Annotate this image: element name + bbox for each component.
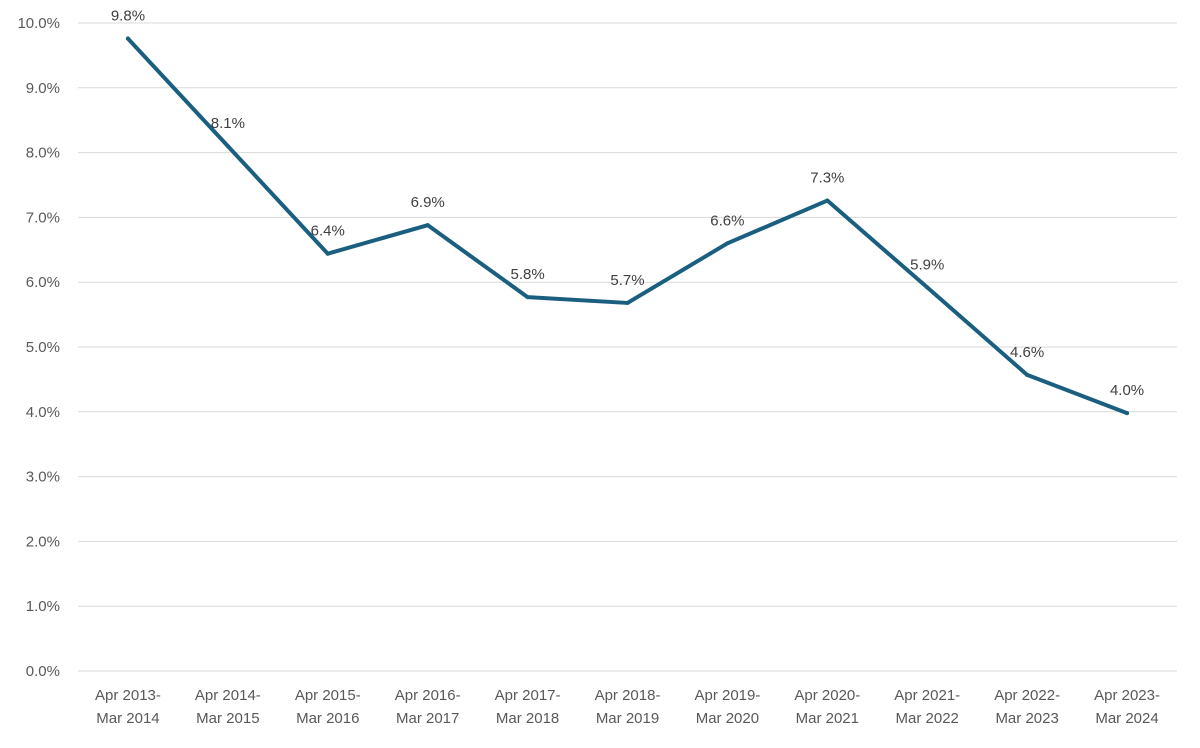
data-label: 6.9% — [411, 194, 445, 211]
data-point — [125, 36, 130, 41]
x-category-label: Apr 2023-Mar 2024 — [1094, 687, 1160, 727]
data-point — [525, 295, 530, 300]
data-point — [1025, 372, 1030, 377]
series-layer — [125, 36, 1130, 416]
x-category-label: Apr 2020-Mar 2021 — [794, 687, 860, 727]
x-category-label: Apr 2015-Mar 2016 — [295, 687, 361, 727]
data-point — [825, 198, 830, 203]
x-category-label: Apr 2018-Mar 2019 — [595, 687, 661, 727]
x-category-label: Apr 2016-Mar 2017 — [395, 687, 461, 727]
y-tick-label: 3.0% — [26, 469, 60, 486]
data-point — [625, 300, 630, 305]
x-category-label: Apr 2013-Mar 2014 — [95, 687, 161, 727]
data-label: 5.8% — [510, 266, 544, 283]
y-tick-label: 6.0% — [26, 274, 60, 291]
data-label: 6.6% — [710, 212, 744, 229]
y-tick-label: 9.0% — [26, 80, 60, 97]
data-label: 5.9% — [910, 256, 944, 273]
y-tick-label: 4.0% — [26, 404, 60, 421]
x-axis-category-labels: Apr 2013-Mar 2014 Apr 2014-Mar 2015 Apr 20… — [95, 687, 1160, 727]
y-tick-label: 7.0% — [26, 209, 60, 226]
data-point — [425, 223, 430, 228]
series-line — [125, 36, 1130, 416]
data-point — [325, 251, 330, 256]
data-label: 7.3% — [810, 170, 844, 187]
data-point — [925, 285, 930, 290]
gridlines — [78, 22, 1177, 672]
data-point — [1125, 411, 1130, 416]
data-label: 4.0% — [1110, 382, 1144, 399]
y-axis-tick-labels: 0.0% 1.0% 2.0% 3.0% 4.0% 5.0% 6.0% 7.0% 8.0% 9.0%… — [17, 15, 60, 680]
y-tick-label: 1.0% — [26, 598, 60, 615]
data-label: 5.7% — [610, 272, 644, 289]
x-category-label: Apr 2022-Mar 2023 — [994, 687, 1060, 727]
data-label: 9.8% — [111, 8, 145, 25]
data-point — [225, 144, 230, 149]
y-tick-label: 5.0% — [26, 339, 60, 356]
data-label: 6.4% — [311, 223, 345, 240]
y-tick-label: 10.0% — [17, 15, 60, 32]
data-labels: 9.8% 8.1% 6.4% 6.9% 5.8% 5.7% 6.6% 7.3% 5.9% 4.6%… — [111, 8, 1144, 400]
data-point — [725, 241, 730, 246]
x-category-label: Apr 2017-Mar 2018 — [495, 687, 561, 727]
y-tick-label: 0.0% — [26, 663, 60, 680]
data-label: 8.1% — [211, 115, 245, 132]
y-tick-label: 8.0% — [26, 145, 60, 162]
x-category-label: Apr 2021-Mar 2022 — [894, 687, 960, 727]
x-category-label: Apr 2014-Mar 2015 — [195, 687, 261, 727]
x-category-label: Apr 2019-Mar 2020 — [694, 687, 760, 727]
y-tick-label: 2.0% — [26, 533, 60, 550]
data-label: 4.6% — [1010, 344, 1044, 361]
